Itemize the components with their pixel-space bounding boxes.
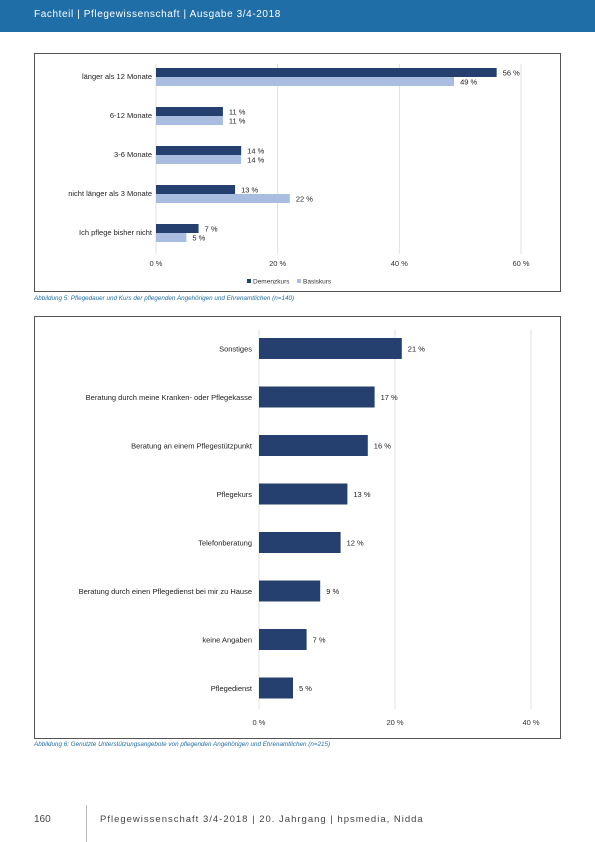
- data-label: 7 %: [313, 636, 326, 645]
- category-label: Ich pflege bisher nicht: [79, 228, 153, 237]
- category-label: Pflegedienst: [211, 684, 253, 693]
- x-tick-label: 0 %: [150, 259, 163, 268]
- category-label: länger als 12 Monate: [82, 72, 152, 81]
- data-label: 16 %: [374, 442, 391, 451]
- bar: [259, 435, 368, 456]
- category-label: Beratung durch meine Kranken- oder Pfleg…: [86, 393, 252, 402]
- bar-basiskurs: [156, 77, 455, 86]
- category-label: Pflegekurs: [217, 490, 253, 499]
- bar-demenzkurs: [156, 224, 199, 233]
- bar: [259, 532, 341, 553]
- bar: [259, 338, 402, 359]
- data-label: 49 %: [460, 78, 477, 87]
- data-label: 12 %: [347, 539, 364, 548]
- category-label: Sonstiges: [219, 345, 252, 354]
- header-band: Fachteil | Pflegewissenschaft | Ausgabe …: [0, 0, 595, 32]
- data-label: 21 %: [408, 345, 425, 354]
- figure-6-svg: 0 % 20 % 40 % Sonstiges 21 % Beratung durch m…: [79, 329, 540, 727]
- x-tick-label: 0 %: [253, 718, 266, 727]
- figure-6-chart: 0 % 20 % 40 % Sonstiges 21 % Beratung durch m…: [34, 316, 561, 739]
- legend-swatch: [247, 279, 251, 283]
- data-label: 13 %: [353, 490, 370, 499]
- data-label: 13 %: [241, 186, 258, 195]
- bar-basiskurs: [156, 194, 290, 203]
- data-label: 14 %: [247, 156, 264, 165]
- data-label: 9 %: [326, 587, 339, 596]
- x-tick-label: 20 %: [269, 259, 286, 268]
- category-label: 3-6 Monate: [114, 150, 152, 159]
- page-number: 160: [34, 814, 51, 825]
- bar-demenzkurs: [156, 68, 497, 77]
- data-label: 17 %: [381, 393, 398, 402]
- figure-5-caption: Abbildung 5: Pflegedauer und Kurs der pf…: [34, 295, 295, 302]
- x-tick-label: 40 %: [522, 718, 539, 727]
- category-label: Beratung durch einen Pflegedienst bei mi…: [79, 587, 252, 596]
- footer-divider: [86, 805, 87, 842]
- category-label: 6-12 Monate: [110, 111, 152, 120]
- category-label: Telefonberatung: [198, 539, 252, 548]
- bar: [259, 677, 293, 699]
- figure-5-chart: 0 % 20 % 40 % 60 % länger als 12 Monate 56 % 4…: [34, 53, 561, 292]
- legend-label: Basiskurs: [303, 279, 332, 286]
- bar-basiskurs: [156, 116, 223, 125]
- bar-basiskurs: [156, 233, 187, 242]
- bar: [259, 386, 375, 408]
- bar: [259, 629, 307, 650]
- legend-swatch: [297, 279, 301, 283]
- x-tick-label: 20 %: [386, 718, 403, 727]
- bar-demenzkurs: [156, 107, 223, 116]
- category-label: keine Angaben: [202, 636, 252, 645]
- header-title: Fachteil | Pflegewissenschaft | Ausgabe …: [34, 9, 281, 20]
- category-label: Beratung an einem Pflegestützpunkt: [131, 442, 253, 451]
- bar-basiskurs: [156, 155, 242, 164]
- data-label: 5 %: [192, 234, 205, 243]
- bar: [259, 580, 321, 602]
- data-label: 22 %: [296, 195, 313, 204]
- x-tick-label: 60 %: [512, 259, 529, 268]
- x-tick-label: 40 %: [391, 259, 408, 268]
- data-label: 5 %: [299, 684, 312, 693]
- figure-5-svg: 0 % 20 % 40 % 60 % länger als 12 Monate 56 % 4…: [68, 64, 530, 286]
- data-label: 14 %: [247, 147, 264, 156]
- data-label: 7 %: [205, 225, 218, 234]
- data-label: 11 %: [229, 117, 246, 126]
- bar-demenzkurs: [156, 146, 242, 155]
- footer-text: Pflegewissenschaft 3/4-2018 | 20. Jahrga…: [100, 814, 424, 825]
- category-label: nicht länger als 3 Monate: [68, 189, 152, 198]
- data-label: 11 %: [229, 108, 246, 117]
- figure-6-caption: Abbildung 6: Genutzte Unterstützungsange…: [34, 741, 331, 748]
- bar: [259, 483, 348, 505]
- data-label: 56 %: [503, 69, 520, 78]
- legend-label: Demenzkurs: [253, 279, 290, 286]
- bar-demenzkurs: [156, 185, 236, 194]
